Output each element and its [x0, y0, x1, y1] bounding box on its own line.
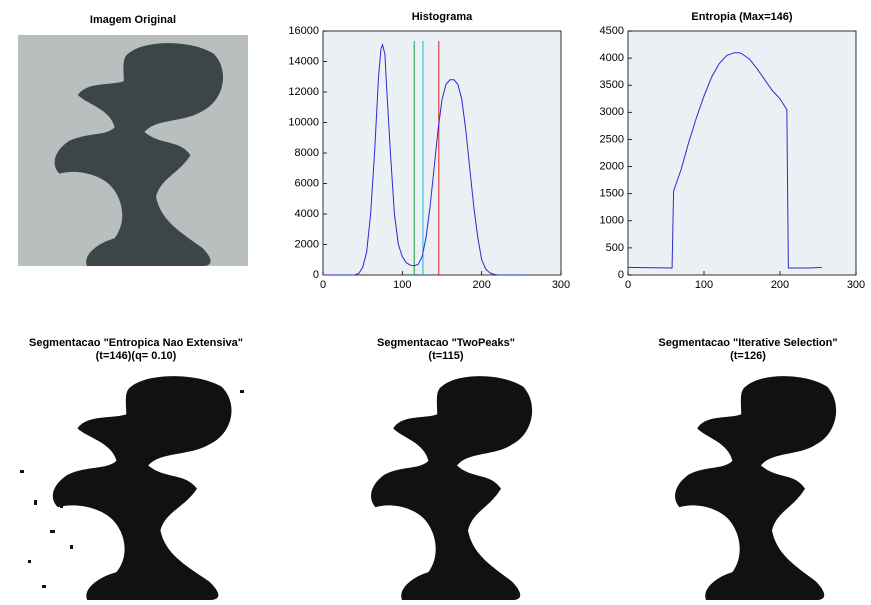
- x-tick-label: 0: [320, 279, 326, 291]
- image-subtitle: (t=115): [428, 350, 463, 362]
- plot-area: [627, 30, 857, 276]
- y-tick-label: 16000: [288, 25, 319, 37]
- y-tick-label: 8000: [295, 147, 319, 159]
- chart-title: Histograma: [412, 11, 473, 23]
- segmentation-image: [20, 376, 244, 600]
- y-tick-label: 4500: [600, 25, 624, 37]
- y-tick-label: 12000: [288, 86, 319, 98]
- y-tick-label: 1000: [600, 215, 624, 227]
- x-tick-label: 100: [695, 279, 713, 291]
- image-subtitle: (t=126): [730, 350, 766, 362]
- y-tick-label: 4000: [295, 208, 319, 220]
- segmentation-image: [675, 376, 837, 600]
- y-tick-label: 6000: [295, 177, 319, 189]
- y-tick-label: 2000: [600, 160, 624, 172]
- image-title: Segmentacao "Iterative Selection": [658, 337, 837, 349]
- image-title: Segmentacao "Entropica Nao Extensiva": [29, 337, 243, 349]
- image-title: Imagem Original: [90, 14, 176, 26]
- line-series: [323, 43, 526, 276]
- y-tick-label: 3000: [600, 106, 624, 118]
- x-tick-label: 0: [625, 279, 631, 291]
- original-image: [18, 35, 248, 267]
- y-tick-label: 10000: [288, 116, 319, 128]
- y-tick-label: 500: [606, 242, 624, 254]
- x-tick-label: 300: [847, 279, 865, 291]
- x-tick-label: 200: [771, 279, 789, 291]
- x-tick-label: 300: [552, 279, 570, 291]
- x-tick-label: 200: [472, 279, 490, 291]
- y-tick-label: 2000: [295, 238, 319, 250]
- y-tick-label: 0: [313, 269, 319, 281]
- y-tick-label: 4000: [600, 52, 624, 64]
- y-tick-label: 0: [618, 269, 624, 281]
- image-title: Segmentacao "TwoPeaks": [377, 337, 515, 349]
- line-series: [627, 52, 822, 269]
- segmentation-image: [371, 376, 533, 600]
- y-tick-label: 2500: [600, 133, 624, 145]
- y-tick-label: 14000: [288, 55, 319, 67]
- y-tick-label: 1500: [600, 188, 624, 200]
- plot-area: [322, 30, 562, 276]
- x-tick-label: 100: [393, 279, 411, 291]
- y-tick-label: 3500: [600, 79, 624, 91]
- chart-title: Entropia (Max=146): [691, 11, 793, 23]
- image-subtitle: (t=146)(q= 0.10): [96, 350, 177, 362]
